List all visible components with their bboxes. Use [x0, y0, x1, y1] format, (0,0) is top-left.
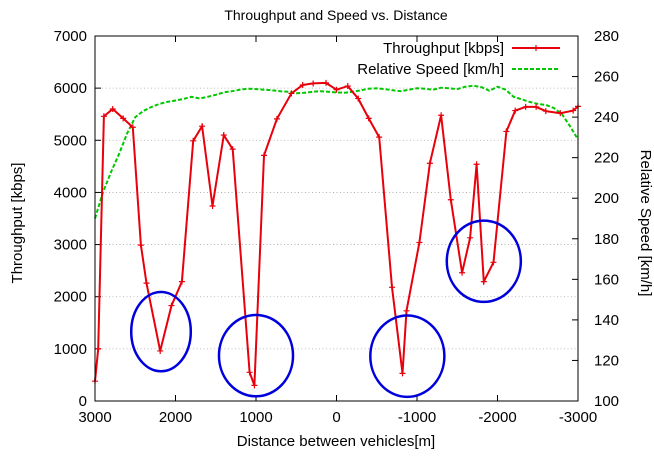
- throughput-point: [323, 79, 330, 86]
- throughput-point: [512, 107, 519, 114]
- x-tick-label: 2000: [159, 409, 192, 426]
- throughput-point: [120, 115, 127, 122]
- throughput-point: [209, 202, 216, 209]
- throughput-point: [261, 152, 268, 159]
- throughput-point: [129, 124, 136, 131]
- throughput-point: [473, 161, 480, 168]
- y2-tick-label: 160: [594, 271, 619, 288]
- y2-tick-label: 120: [594, 352, 619, 369]
- throughput-point: [273, 115, 280, 122]
- y-tick-label: 0: [79, 393, 87, 410]
- chart-title: Throughput and Speed vs. Distance: [224, 7, 448, 23]
- throughput-point: [251, 382, 258, 389]
- throughput-point: [399, 370, 406, 377]
- y-tick-label: 2000: [54, 289, 87, 306]
- speed-line: [94, 84, 579, 219]
- x-tick-label: 3000: [78, 409, 111, 426]
- y-tick-label: 5000: [54, 132, 87, 149]
- throughput-point: [333, 86, 340, 93]
- throughput-point: [557, 110, 564, 117]
- throughput-line: [94, 81, 579, 386]
- y2-tick-label: 220: [594, 150, 619, 167]
- y-tick-label: 1000: [54, 341, 87, 358]
- throughput-point: [447, 196, 454, 203]
- throughput-point: [376, 134, 383, 141]
- throughput-point: [459, 269, 466, 276]
- throughput-point: [480, 278, 487, 285]
- y-tick-label: 7000: [54, 28, 87, 45]
- legend-label-relative-speed: Relative Speed [km/h]: [357, 61, 504, 78]
- axis-ticks: 0100020003000400050006000700010012014016…: [54, 28, 619, 426]
- highlight-ellipse: [445, 219, 523, 304]
- throughput-point: [310, 80, 317, 87]
- grid-lines: [95, 87, 578, 350]
- x-axis-label: Distance between vehicles[m]: [237, 433, 435, 450]
- x-tick-label: -3000: [559, 409, 597, 426]
- throughput-point: [355, 95, 362, 102]
- y-axis-label: Throughput [kbps]: [9, 163, 26, 284]
- throughput-point: [542, 108, 549, 115]
- y2-tick-label: 100: [594, 393, 619, 410]
- legend: Throughput [kbps] Relative Speed [km/h]: [357, 40, 560, 78]
- y-tick-label: 3000: [54, 237, 87, 254]
- throughput-point: [95, 345, 102, 352]
- y2-tick-label: 140: [594, 312, 619, 329]
- throughput-point: [426, 160, 433, 167]
- throughput-point: [389, 284, 396, 291]
- x-tick-label: 1000: [239, 409, 272, 426]
- throughput-point: [288, 90, 295, 97]
- y2-tick-label: 180: [594, 231, 619, 248]
- throughput-point: [533, 103, 540, 110]
- y-tick-label: 6000: [54, 80, 87, 97]
- x-tick-label: 0: [332, 409, 340, 426]
- throughput-point: [365, 115, 372, 122]
- throughput-point: [168, 302, 175, 309]
- y-tick-label: 4000: [54, 184, 87, 201]
- throughput-point: [490, 259, 497, 266]
- throughput-point: [143, 280, 150, 287]
- throughput-point: [299, 82, 306, 89]
- y2-axis-label: Relative Speed [km/h]: [637, 150, 654, 297]
- throughput-point: [403, 307, 410, 314]
- throughput-point: [229, 146, 236, 153]
- annotation-layer: [129, 219, 523, 399]
- highlight-ellipse: [217, 313, 295, 398]
- throughput-point: [178, 278, 185, 285]
- y2-tick-label: 260: [594, 69, 619, 86]
- throughput-point: [344, 83, 351, 90]
- series-layer: [92, 79, 581, 389]
- y2-tick-label: 240: [594, 109, 619, 126]
- throughput-point: [503, 128, 510, 135]
- highlight-ellipse: [369, 314, 446, 399]
- y2-tick-label: 200: [594, 190, 619, 207]
- throughput-point: [190, 137, 197, 144]
- throughput-point: [157, 347, 164, 354]
- throughput-point: [416, 239, 423, 246]
- throughput-point: [570, 107, 577, 114]
- x-tick-label: -1000: [398, 409, 436, 426]
- throughput-point: [199, 123, 206, 130]
- legend-marker-throughput: [533, 45, 539, 51]
- throughput-point: [220, 132, 227, 139]
- throughput-point: [246, 369, 253, 376]
- y2-tick-label: 280: [594, 28, 619, 45]
- highlight-ellipse: [129, 290, 193, 373]
- throughput-point: [100, 113, 107, 120]
- throughput-point: [109, 106, 116, 112]
- throughput-point: [522, 103, 529, 110]
- throughput-point: [137, 242, 144, 249]
- legend-label-throughput: Throughput [kbps]: [383, 40, 504, 57]
- plot-frame: [94, 35, 579, 402]
- throughput-point: [467, 234, 474, 241]
- x-tick-label: -2000: [478, 409, 516, 426]
- throughput-point: [438, 112, 445, 119]
